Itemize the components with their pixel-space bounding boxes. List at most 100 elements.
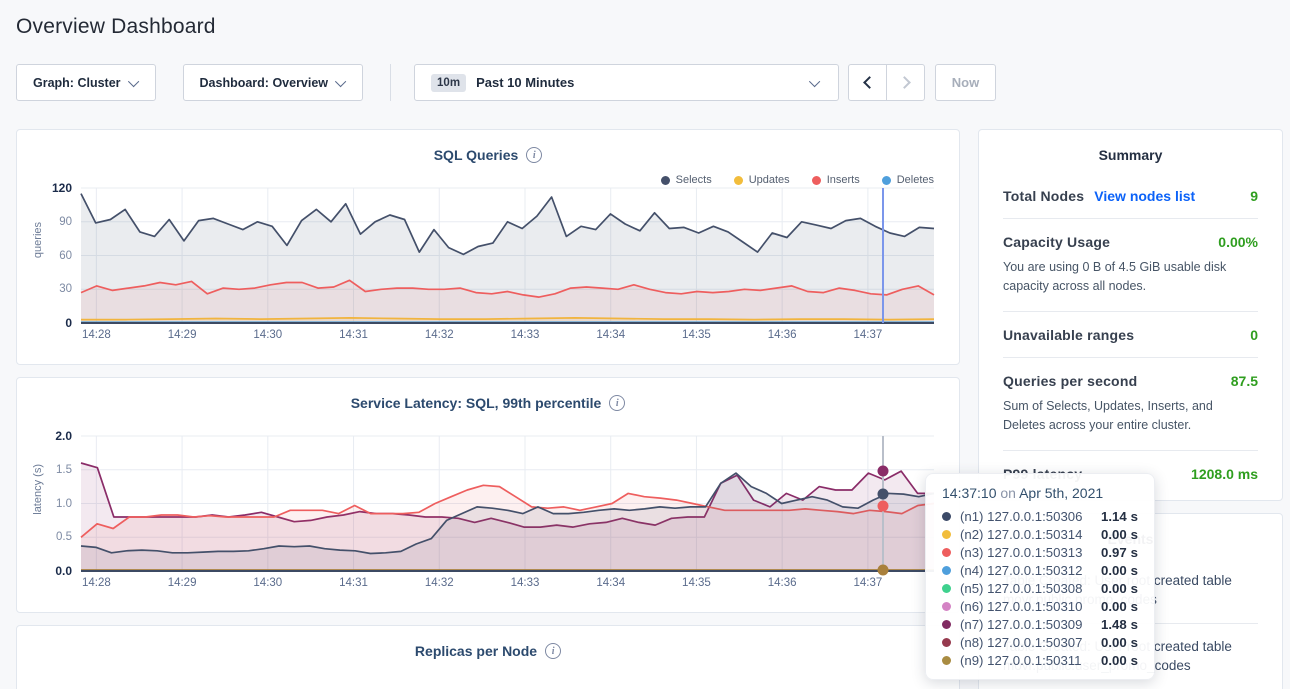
x-tick-label: 14:28 [81, 329, 111, 341]
legend-item-selects[interactable]: Selects [660, 174, 712, 186]
node-dot-icon [942, 547, 951, 557]
node-address: (n6) 127.0.0.1:50310 [960, 598, 1083, 614]
node-latency-unit: s [1130, 616, 1138, 632]
summary-value: 0 [1250, 326, 1258, 343]
y-tick-label: 0.5 [56, 531, 72, 544]
summary-description: You are using 0 B of 4.5 GiB usable disk… [1003, 260, 1227, 294]
graph-selector-dropdown[interactable]: Graph: Cluster [16, 64, 156, 101]
main-content: SQL Queries i Selects Updates Inserts [16, 129, 1290, 689]
info-icon[interactable]: i [545, 643, 562, 659]
summary-value: 1208.0 ms [1191, 465, 1258, 482]
controls-divider [390, 64, 392, 101]
summary-value: 87.5 [1230, 372, 1258, 389]
chart-title: Service Latency: SQL, 99th percentile [350, 395, 602, 411]
y-tick-label: 2.0 [55, 429, 72, 443]
tooltip-connector: on [1000, 485, 1016, 501]
x-tick-label: 14:35 [682, 329, 711, 341]
chart-svg [81, 188, 934, 323]
x-tick-label: 14:32 [424, 329, 454, 341]
summary-row-unavailable-ranges: Unavailable ranges 0 [1003, 310, 1258, 357]
now-button[interactable]: Now [935, 64, 997, 101]
legend-label: Deletes [896, 174, 934, 186]
selects-dot-icon [660, 175, 670, 185]
node-address: (n5) 127.0.0.1:50308 [960, 580, 1083, 596]
time-range-dropdown[interactable]: 10m Past 10 Minutes [414, 64, 840, 101]
summary-value: 0.00% [1218, 234, 1258, 250]
x-axis: 14:28 14:29 14:30 14:31 14:32 14:33 14:34 14:35… [81, 575, 934, 595]
summary-label: Queries per second [1003, 372, 1138, 389]
legend-item-deletes[interactable]: Deletes [881, 174, 934, 186]
y-tick-label: 1.0 [56, 497, 72, 510]
node-latency-value: 0.00 [1100, 634, 1127, 650]
summary-heading: Summary [1098, 147, 1163, 163]
chevron-down-icon [127, 75, 139, 87]
summary-label: Unavailable ranges [1003, 326, 1135, 343]
tooltip-node-row: (n6) 127.0.0.1:50310 0.00 s [942, 597, 1138, 615]
chart-title-row: Replicas per Node i [17, 626, 959, 659]
page-title: Overview Dashboard [16, 15, 216, 38]
hover-point-dot [877, 500, 889, 512]
node-latency-unit: s [1130, 508, 1138, 524]
updates-dot-icon [733, 175, 743, 185]
x-tick-label: 14:34 [596, 577, 626, 589]
node-dot-icon [942, 619, 951, 629]
graph-selector-label: Graph: Cluster [33, 75, 121, 90]
y-tick-label: 60 [59, 249, 72, 262]
tooltip-node-row: (n1) 127.0.0.1:50306 1.14 s [942, 507, 1138, 525]
info-icon[interactable]: i [609, 395, 626, 411]
summary-label: Total Nodes [1003, 188, 1085, 204]
service-latency-chart[interactable]: 0.0 0.5 1.0 1.5 2.0 [55, 429, 934, 578]
node-latency-value: 0.00 [1100, 526, 1127, 542]
chart-title: Replicas per Node [414, 643, 538, 659]
x-tick-label: 14:30 [253, 577, 283, 589]
legend-item-inserts[interactable]: Inserts [811, 174, 860, 186]
summary-label: Capacity Usage [1003, 234, 1111, 250]
tooltip-node-row: (n4) 127.0.0.1:50312 0.00 s [942, 561, 1138, 579]
hover-crosshair-line [881, 188, 884, 323]
tooltip-node-row: (n3) 127.0.0.1:50313 0.97 s [942, 543, 1138, 561]
node-address: (n1) 127.0.0.1:50306 [960, 508, 1083, 524]
sql-queries-chart[interactable]: 0 30 60 90 120 [52, 181, 934, 330]
x-tick-label: 14:37 [853, 577, 883, 589]
dashboard-selector-dropdown[interactable]: Dashboard: Overview [182, 64, 364, 101]
time-prev-button[interactable] [848, 64, 888, 101]
summary-row-total-nodes: Total Nodes View nodes list 9 [1003, 173, 1258, 218]
y-tick-label: 120 [51, 181, 72, 195]
charts-column: SQL Queries i Selects Updates Inserts [16, 129, 960, 689]
x-tick-label: 14:36 [767, 329, 797, 341]
service-latency-panel: Service Latency: SQL, 99th percentile i … [16, 377, 960, 613]
hover-point-dot [877, 465, 889, 477]
node-address: (n3) 127.0.0.1:50313 [960, 544, 1083, 560]
hover-point-dot [877, 488, 889, 500]
chart-title-row: Service Latency: SQL, 99th percentile i [17, 378, 959, 411]
x-tick-label: 14:31 [339, 329, 368, 341]
chevron-left-icon [862, 76, 876, 89]
legend-label: Selects [675, 174, 712, 186]
node-latency-unit: s [1130, 652, 1138, 668]
chevron-down-icon [808, 75, 821, 87]
view-nodes-list-link[interactable]: View nodes list [1094, 188, 1196, 204]
time-range-label: Past 10 Minutes [476, 75, 575, 90]
tooltip-node-row: (n5) 127.0.0.1:50308 0.00 s [942, 579, 1138, 597]
info-icon[interactable]: i [526, 147, 543, 163]
legend-item-updates[interactable]: Updates [733, 174, 790, 186]
dashboard-controls: Graph: Cluster Dashboard: Overview 10m P… [16, 64, 1274, 101]
node-address: (n8) 127.0.0.1:50307 [960, 634, 1083, 650]
summary-description: Sum of Selects, Updates, Inserts, and De… [1003, 398, 1213, 433]
x-tick-label: 14:32 [424, 577, 454, 589]
node-latency-unit: s [1130, 544, 1138, 560]
deletes-dot-icon [881, 175, 891, 185]
node-dot-icon [942, 637, 951, 647]
node-latency-value: 0.00 [1100, 580, 1127, 596]
x-axis: 14:28 14:29 14:30 14:31 14:32 14:33 14:34 14:35… [81, 327, 934, 347]
tooltip-node-row: (n9) 127.0.0.1:50311 0.00 s [942, 651, 1138, 669]
tooltip-time: 14:37:10 [942, 485, 997, 501]
x-tick-label: 14:35 [682, 577, 711, 589]
node-dot-icon [942, 565, 951, 575]
x-tick-label: 14:37 [853, 329, 883, 341]
tooltip-date: Apr 5th, 2021 [1019, 485, 1104, 501]
time-next-button[interactable] [886, 64, 926, 101]
chart-legend: Selects Updates Inserts Deletes [660, 174, 934, 186]
node-dot-icon [942, 511, 951, 521]
